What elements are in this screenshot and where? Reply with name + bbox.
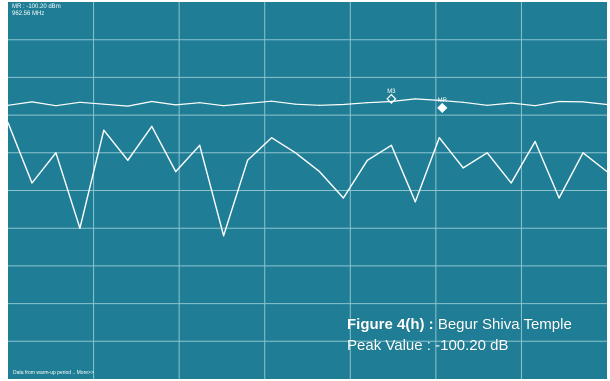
footer-note[interactable]: Data from warm-up period .. More>> [13,370,94,376]
data-point [582,101,584,103]
data-point [486,152,488,154]
data-point [414,98,416,100]
max-hold-trace [8,98,607,107]
data-point [558,100,560,103]
data-point [558,197,560,199]
data-point [31,182,33,184]
data-point [127,159,129,161]
data-point [294,152,297,154]
plot-traces [8,98,607,237]
data-point [270,137,273,139]
data-point [79,101,81,103]
data-point [223,105,225,107]
caption-title-line: Figure 4(h) : Begur Shiva Temple [347,314,572,335]
data-point [247,159,249,161]
data-point [318,104,321,106]
data-point [606,103,607,106]
data-point [318,171,321,173]
data-point [462,167,464,169]
data-point [462,101,464,103]
figure-caption: Figure 4(h) : Begur Shiva Temple Peak Va… [347,314,572,356]
marker-readout-level: MR : -100.20 dBm [12,4,61,10]
data-point [103,103,105,105]
data-point [438,99,440,101]
data-point [534,105,536,107]
data-point [151,125,153,128]
data-point [103,129,105,131]
data-point [606,171,607,173]
data-point [199,102,201,104]
data-point [223,235,225,237]
caption-figure-label: Figure 4(h) : [347,316,434,333]
marker-label: MR [438,98,448,104]
data-point [486,104,488,106]
data-point [79,227,81,229]
data-point [390,144,392,146]
data-point [390,100,392,103]
data-point [199,144,201,146]
data-point [414,201,416,203]
marker-readout-frequency: 962.56 MHz [12,11,45,17]
data-point [510,102,512,104]
data-point [510,182,512,184]
caption-peak-value: Peak Value : -100.20 dB [347,337,509,354]
data-point [55,105,57,107]
plot-grid [8,2,607,379]
data-point [366,159,368,161]
data-point [175,171,177,173]
data-point [534,140,536,143]
data-point [8,104,9,106]
plot-markers: M3 MR [386,89,448,114]
data-point [151,100,153,103]
marker-label: M3 [387,89,396,95]
data-point [247,102,249,105]
marker-diamond[interactable] [437,102,448,114]
data-point [127,105,129,107]
data-point [438,137,440,139]
data-point [270,100,273,102]
live-trace [8,122,607,237]
marker-readout: MR : -100.20 dBm 962.56 MHz [12,4,61,18]
spectrum-screen: M3 MR MR : -100.20 dBm 962.56 MHz Figure … [8,2,607,379]
spectrum-plot: M3 MR [8,2,607,379]
data-point [31,101,33,103]
data-point [175,104,177,106]
data-point [342,197,345,199]
data-point [366,102,368,104]
data-point [55,152,57,154]
data-point [582,152,584,154]
data-point [342,103,345,106]
data-point [294,103,297,105]
marker-diamond[interactable] [386,93,397,104]
data-point [8,122,9,124]
caption-figure-title: Begur Shiva Temple [433,316,572,333]
